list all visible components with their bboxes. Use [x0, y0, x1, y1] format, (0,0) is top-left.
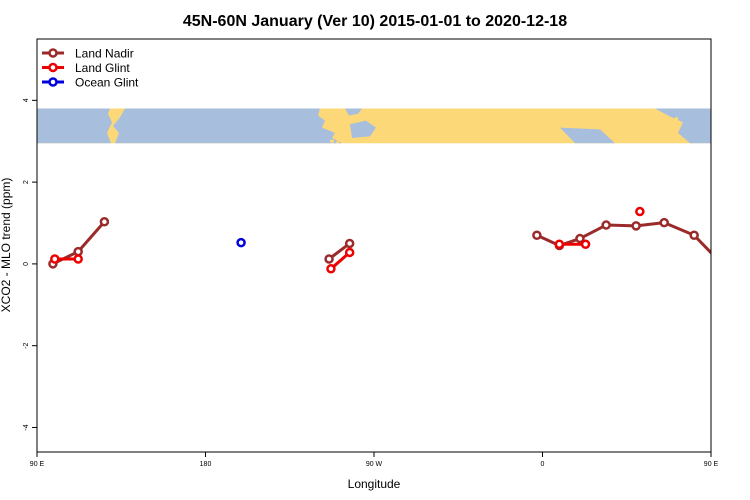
- map-ocean-region: [655, 108, 711, 144]
- x-axis: 90 E 180 90 W 0 90 E: [30, 452, 719, 468]
- data-point: [326, 264, 336, 274]
- series-land-glint: [50, 206, 750, 274]
- data-point: [635, 206, 645, 217]
- data-point: [659, 217, 669, 228]
- map-ocean-region: [37, 108, 112, 144]
- legend-marker: [48, 77, 58, 87]
- y-axis-label: XCO2 - MLO trend (ppm): [0, 178, 13, 313]
- legend-marker: [48, 62, 58, 73]
- y-tick-label: 2: [23, 180, 30, 184]
- series-line: [724, 259, 750, 260]
- x-tick-label: 180: [200, 461, 212, 468]
- data-point: [73, 246, 83, 257]
- legend-label: Land Glint: [75, 61, 130, 75]
- y-axis: -4 -2 0 2 4: [23, 98, 37, 431]
- data-point: [601, 220, 611, 230]
- map-island: [675, 117, 678, 123]
- legend-marker: [48, 48, 58, 58]
- legend-label: Land Nadir: [75, 47, 134, 61]
- x-tick-label: 90 W: [366, 461, 383, 468]
- plot-frame: [36, 38, 712, 453]
- data-point: [50, 254, 60, 264]
- series-ocean-glint: [236, 237, 246, 248]
- data-point: [721, 256, 728, 263]
- data-point: [689, 230, 699, 241]
- data-point: [236, 237, 246, 248]
- chart-title: 45N-60N January (Ver 10) 2015-01-01 to 2…: [183, 13, 567, 30]
- map-ocean-region: [345, 108, 362, 116]
- map-island: [657, 132, 659, 137]
- world-map-band: [37, 108, 711, 144]
- data-point: [532, 230, 542, 241]
- legend-item: Land Glint: [42, 61, 130, 75]
- y-tick-label: -2: [23, 342, 30, 348]
- x-axis-label: Longitude: [348, 477, 401, 491]
- data-point: [324, 254, 334, 264]
- map-ocean-region: [113, 108, 342, 144]
- series-line: [536, 221, 711, 255]
- map-island: [336, 141, 339, 144]
- map-island: [330, 139, 334, 143]
- y-tick-label: 0: [23, 262, 30, 266]
- x-tick-label: 90 E: [30, 461, 45, 468]
- data-point: [631, 221, 641, 231]
- data-point: [73, 254, 83, 264]
- x-tick-label: 90 E: [704, 461, 719, 468]
- data-point: [554, 239, 565, 250]
- map-island: [668, 127, 672, 132]
- data-point: [344, 247, 355, 258]
- series-land-nadir: [48, 217, 726, 269]
- data-point: [344, 238, 355, 249]
- data-point: [719, 261, 726, 268]
- y-tick-label: 4: [23, 98, 30, 102]
- legend-label: Ocean Glint: [75, 76, 139, 90]
- map-ocean-region: [350, 120, 376, 139]
- legend-item: Ocean Glint: [42, 76, 139, 90]
- x-tick-label: 0: [541, 461, 545, 468]
- data-point: [575, 233, 585, 244]
- y-tick-label: -4: [23, 424, 30, 430]
- legend-item: Land Nadir: [42, 47, 134, 61]
- data-point: [99, 217, 110, 227]
- map-ocean-region: [560, 127, 615, 144]
- data-point: [580, 239, 591, 250]
